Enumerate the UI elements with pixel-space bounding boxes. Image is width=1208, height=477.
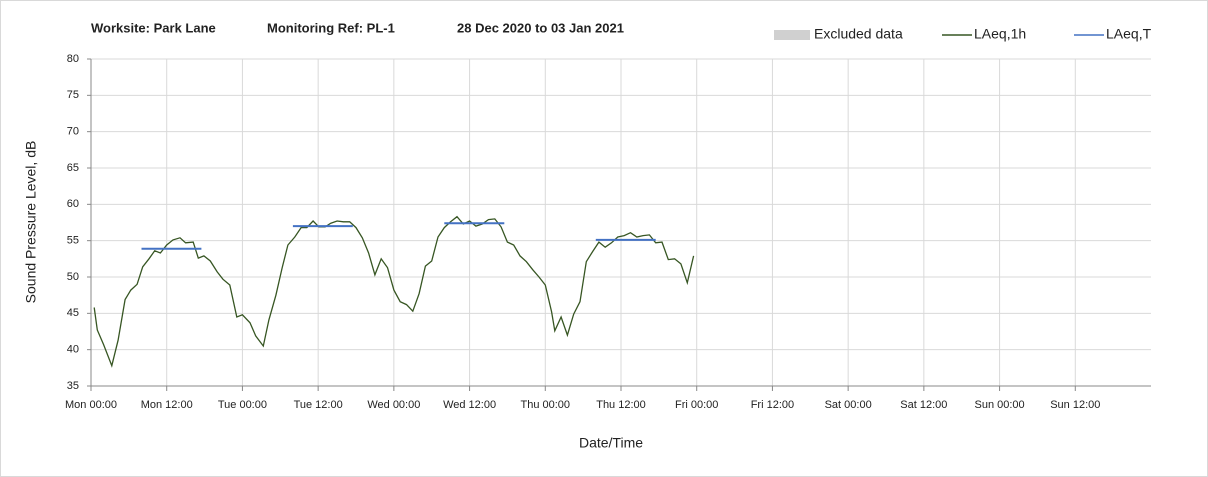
legend-swatch — [774, 30, 810, 40]
x-axis-title: Date/Time — [579, 435, 643, 451]
x-tick-label: Mon 12:00 — [141, 399, 193, 411]
y-tick-label: 75 — [67, 89, 79, 101]
x-tick-label: Sat 12:00 — [900, 399, 947, 411]
series-line — [93, 215, 695, 368]
y-tick-label: 55 — [67, 235, 79, 247]
y-tick-label: 70 — [67, 126, 79, 138]
y-tick-label: 60 — [67, 198, 79, 210]
x-tick-label: Sun 12:00 — [1050, 399, 1100, 411]
chart-title: 28 Dec 2020 to 03 Jan 2021 — [457, 20, 624, 35]
y-tick-label: 40 — [67, 344, 79, 356]
x-tick-label: Thu 00:00 — [521, 399, 571, 411]
chart-title: Worksite: Park Lane — [91, 20, 216, 35]
y-tick-label: 45 — [67, 307, 79, 319]
x-tick-label: Tue 00:00 — [218, 399, 267, 411]
x-tick-label: Mon 00:00 — [65, 399, 117, 411]
x-tick-label: Wed 12:00 — [443, 399, 496, 411]
legend-label: LAeq,T — [1106, 26, 1152, 42]
y-tick-label: 50 — [67, 271, 79, 283]
chart-title: Monitoring Ref: PL-1 — [267, 20, 395, 35]
x-tick-label: Thu 12:00 — [596, 399, 646, 411]
y-tick-label: 65 — [67, 162, 79, 174]
x-tick-label: Sun 00:00 — [974, 399, 1024, 411]
y-axis-title: Sound Pressure Level, dB — [23, 141, 39, 304]
x-tick-label: Tue 12:00 — [294, 399, 343, 411]
x-tick-label: Sat 00:00 — [825, 399, 872, 411]
series-line — [141, 222, 656, 250]
y-tick-label: 35 — [67, 380, 79, 392]
x-tick-label: Fri 00:00 — [675, 399, 718, 411]
legend-label: Excluded data — [814, 26, 903, 42]
legend-label: LAeq,1h — [974, 26, 1026, 42]
x-tick-label: Wed 00:00 — [367, 399, 420, 411]
y-tick-label: 80 — [67, 53, 79, 65]
x-tick-label: Fri 12:00 — [751, 399, 794, 411]
